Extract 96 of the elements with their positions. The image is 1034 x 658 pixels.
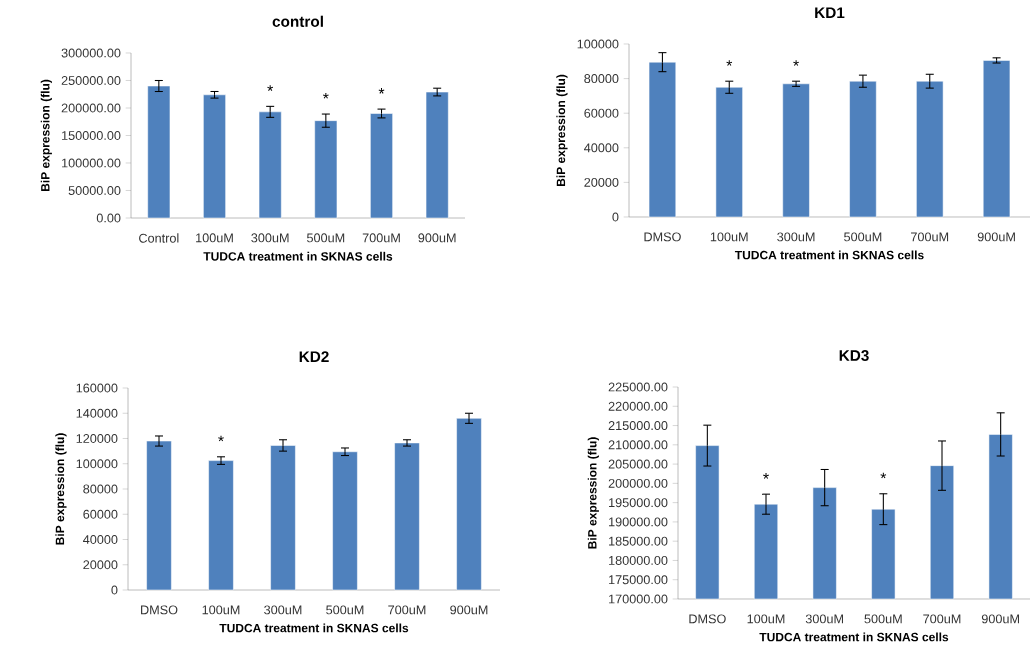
- y-axis-title: BiP expression (flu): [556, 74, 568, 187]
- x-tick-label: 300uM: [264, 605, 302, 615]
- annotation: *: [793, 60, 799, 66]
- chart-title: KD1: [815, 7, 845, 18]
- bar: [370, 113, 393, 219]
- chart-title: control: [272, 15, 323, 27]
- x-tick-label: 300uM: [777, 232, 815, 242]
- x-tick-label: DMSO: [689, 614, 726, 624]
- x-axis-title: TUDCA treatment in SKNAS cells: [734, 250, 924, 260]
- bar: [147, 85, 171, 219]
- y-tick-label: 40000: [584, 143, 619, 153]
- bar: [332, 451, 358, 591]
- y-tick-label: 100000.00: [62, 158, 121, 168]
- y-tick-label: 120000: [76, 434, 118, 443]
- x-tick-label: DMSO: [644, 232, 681, 242]
- bar: [258, 111, 282, 219]
- bar: [456, 418, 482, 591]
- bar: [982, 60, 1011, 218]
- y-tick-label: 160000: [76, 383, 118, 393]
- x-axis-title: TUDCA treatment in SKNAS cells: [219, 623, 409, 633]
- bar: [425, 91, 449, 219]
- y-tick-label: 225000.00: [608, 382, 668, 392]
- bar: [146, 440, 172, 591]
- x-tick-label: 100uM: [196, 233, 233, 243]
- y-tick-label: 195000.00: [609, 498, 668, 508]
- x-tick-label: 700uM: [362, 233, 400, 243]
- annotation: *: [267, 85, 274, 91]
- y-tick-label: 250000.00: [61, 76, 121, 85]
- y-axis-title: BiP expression (flu): [55, 433, 67, 545]
- y-tick-label: 300000.00: [61, 48, 121, 58]
- y-tick-label: 100000: [76, 459, 118, 469]
- y-tick-label: 200000.00: [61, 103, 121, 113]
- x-tick-label: 100uM: [710, 232, 748, 242]
- y-tick-label: 150000.00: [62, 131, 121, 140]
- y-tick-label: 0.00: [96, 213, 121, 223]
- x-tick-label: 300uM: [251, 233, 289, 243]
- y-tick-label: 170000.00: [609, 594, 668, 604]
- x-tick-label: 700uM: [388, 605, 426, 615]
- y-tick-label: 180000.00: [609, 555, 668, 565]
- bar: [849, 80, 877, 218]
- x-tick-label: 500uM: [306, 233, 345, 243]
- bar: [208, 460, 234, 591]
- annotation: *: [378, 88, 385, 94]
- annotation: *: [322, 93, 329, 99]
- bar: [394, 442, 420, 591]
- y-tick-label: 80000: [584, 74, 619, 84]
- x-tick-label: Control: [139, 233, 179, 243]
- y-tick-label: 60000: [83, 509, 118, 519]
- bar: [203, 94, 226, 219]
- x-tick-label: 300uM: [805, 614, 843, 624]
- x-tick-label: 900uM: [450, 605, 488, 615]
- bar: [782, 83, 810, 218]
- y-tick-label: 100000: [577, 39, 619, 49]
- annotation: *: [218, 435, 224, 442]
- x-tick-label: 900uM: [977, 232, 1015, 242]
- annotation: *: [726, 60, 733, 66]
- x-tick-label: 100uM: [202, 605, 240, 615]
- annotation: *: [880, 472, 887, 479]
- x-axis-title: TUDCA treatment in SKNAS cells: [759, 632, 949, 642]
- y-tick-label: 175000.00: [609, 575, 668, 585]
- x-tick-label: 700uM: [923, 614, 961, 624]
- bar: [270, 445, 296, 591]
- chart-title: KD3: [839, 350, 869, 361]
- y-tick-label: 50000.00: [68, 186, 121, 195]
- bar: [916, 80, 944, 218]
- chart-title: KD2: [299, 351, 329, 362]
- y-tick-label: 60000: [584, 108, 619, 118]
- y-tick-label: 140000: [76, 408, 118, 418]
- y-tick-label: 40000: [83, 535, 118, 544]
- y-tick-label: 200000.00: [608, 478, 668, 488]
- x-tick-label: 700uM: [911, 232, 949, 242]
- x-tick-label: 500uM: [864, 614, 902, 624]
- bar: [648, 61, 677, 218]
- annotation: *: [763, 473, 769, 479]
- y-axis-title: BiP expression (flu): [40, 79, 52, 192]
- y-tick-label: 205000.00: [608, 459, 668, 469]
- x-axis-title: TUDCA treatment in SKNAS cells: [203, 251, 393, 261]
- x-tick-label: 500uM: [844, 232, 882, 242]
- x-tick-label: 100uM: [747, 614, 785, 624]
- y-tick-label: 20000: [584, 177, 619, 187]
- y-tick-label: 210000.00: [608, 440, 668, 450]
- x-tick-label: 500uM: [326, 605, 364, 615]
- y-tick-label: 20000: [83, 560, 118, 570]
- y-tick-label: 220000.00: [608, 401, 668, 411]
- y-tick-label: 185000.00: [609, 536, 668, 546]
- y-tick-label: 190000.00: [609, 517, 668, 527]
- bar: [715, 86, 743, 218]
- x-tick-label: 900uM: [981, 614, 1019, 624]
- y-tick-label: 80000: [83, 484, 118, 494]
- y-tick-label: 215000.00: [608, 421, 668, 431]
- x-tick-label: DMSO: [141, 605, 178, 615]
- y-axis-title: BiP expression (flu): [587, 437, 599, 549]
- bar: [314, 120, 338, 219]
- x-tick-label: 900uM: [418, 233, 456, 243]
- y-tick-label: 0: [612, 212, 619, 222]
- y-tick-label: 0: [111, 585, 118, 595]
